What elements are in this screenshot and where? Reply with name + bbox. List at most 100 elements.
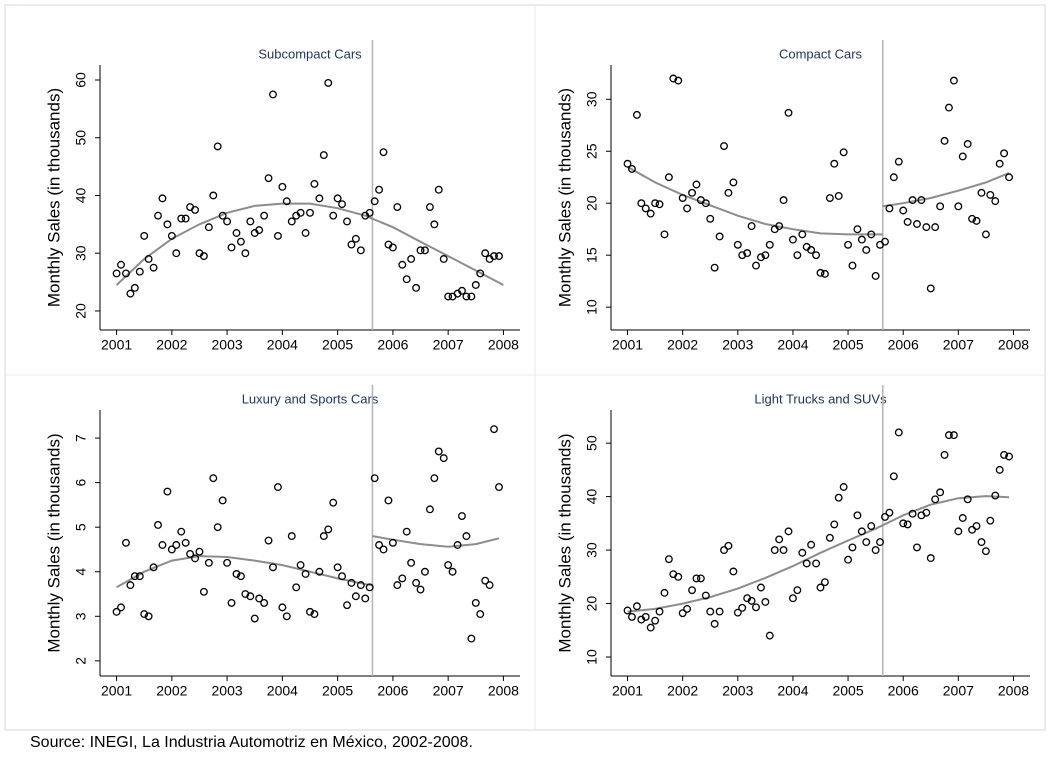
data-point	[757, 583, 765, 592]
fit-line	[115, 202, 504, 286]
data-point	[370, 197, 379, 206]
y-axis-label: Monthly Sales (in thousands)	[555, 88, 574, 307]
x-tick-label: 2004	[777, 337, 808, 353]
data-point	[439, 454, 448, 463]
data-point	[788, 235, 797, 244]
data-point	[963, 495, 972, 504]
data-point	[696, 574, 705, 583]
x-tick-label: 2003	[722, 337, 753, 353]
data-point	[458, 512, 466, 520]
data-point	[936, 488, 945, 497]
data-point	[140, 231, 149, 240]
data-point	[306, 607, 314, 616]
data-point	[807, 540, 816, 549]
data-point	[660, 230, 669, 239]
data-point	[688, 586, 696, 595]
data-point	[903, 520, 912, 529]
data-point	[361, 594, 370, 603]
data-point	[885, 204, 894, 213]
data-point	[646, 623, 655, 632]
data-point	[416, 246, 425, 255]
data-point	[871, 272, 880, 280]
x-tick-label: 2001	[101, 337, 132, 353]
data-point	[738, 251, 747, 260]
data-point	[351, 592, 360, 601]
data-point	[379, 545, 388, 554]
data-point	[844, 555, 853, 564]
x-tick-label: 2001	[101, 683, 132, 699]
data-point	[936, 202, 945, 211]
data-point	[894, 157, 903, 166]
data-point	[236, 237, 245, 246]
data-point	[871, 546, 880, 555]
y-axis-label: Monthly Sales (in thousands)	[44, 88, 63, 307]
data-point	[255, 226, 264, 235]
data-point	[899, 519, 908, 528]
data-point	[126, 581, 135, 590]
data-point	[282, 197, 291, 206]
data-point	[223, 558, 232, 567]
data-point	[1005, 173, 1013, 182]
data-point	[862, 246, 871, 254]
x-tick-label: 2002	[156, 683, 187, 699]
data-point	[430, 474, 439, 483]
data-point	[807, 246, 816, 254]
data-point	[706, 607, 715, 616]
data-point	[135, 572, 144, 581]
data-point	[844, 240, 853, 249]
data-point	[733, 608, 742, 617]
data-point	[112, 607, 121, 616]
data-point	[724, 541, 733, 550]
data-point	[881, 512, 889, 521]
data-point	[641, 204, 650, 213]
y-tick-label: 6	[73, 479, 89, 487]
data-point	[834, 191, 843, 200]
x-tick-label: 2001	[612, 683, 643, 699]
data-point	[664, 555, 673, 564]
y-tick-label: 10	[584, 649, 600, 665]
data-point	[820, 578, 829, 587]
data-point	[154, 521, 162, 529]
y-tick-label: 40	[584, 489, 600, 505]
data-point	[945, 103, 953, 112]
data-point	[761, 251, 770, 260]
y-axis-label: Monthly Sales (in thousands)	[44, 433, 63, 652]
data-point	[678, 609, 687, 618]
data-point	[706, 214, 715, 223]
x-tick-label: 2002	[667, 337, 698, 353]
data-point	[420, 567, 429, 576]
data-point	[246, 217, 255, 226]
panel-title: Luxury and Sports Cars	[242, 391, 379, 406]
data-point	[365, 583, 374, 592]
data-point	[269, 90, 277, 99]
data-point	[495, 252, 503, 261]
x-tick-label: 2008	[488, 683, 519, 699]
data-point	[434, 447, 443, 456]
data-point	[481, 249, 490, 258]
data-point	[830, 159, 839, 168]
data-point	[172, 541, 181, 549]
data-point	[908, 509, 917, 518]
data-point	[398, 574, 407, 583]
x-tick-label: 2004	[267, 337, 298, 353]
data-point	[765, 240, 774, 249]
y-tick-label: 30	[584, 91, 600, 107]
data-point	[651, 616, 660, 625]
data-point	[420, 246, 429, 255]
x-tick-label: 2005	[322, 683, 353, 699]
data-point	[1000, 149, 1009, 158]
data-point	[917, 196, 926, 205]
data-point	[467, 634, 476, 643]
fit-line	[627, 165, 1010, 236]
data-point	[416, 585, 425, 594]
x-tick-label: 2001	[612, 337, 643, 353]
data-point	[651, 199, 660, 208]
x-tick-label: 2008	[998, 337, 1029, 353]
data-point	[641, 612, 650, 621]
data-point	[812, 559, 821, 568]
data-point	[715, 607, 724, 616]
data-point	[135, 267, 144, 276]
data-point	[798, 548, 807, 557]
data-point	[163, 220, 172, 229]
data-point	[747, 596, 756, 605]
